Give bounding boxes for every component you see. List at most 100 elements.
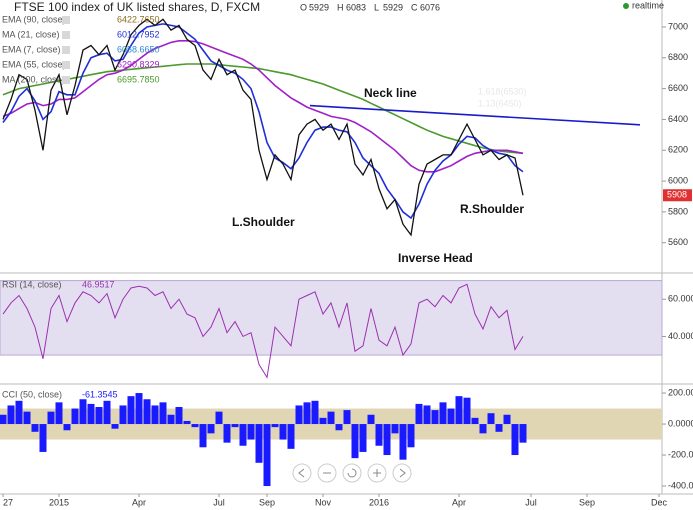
legend-value: 6012.7952	[117, 29, 160, 39]
bar	[255, 424, 263, 463]
bar	[335, 424, 343, 431]
bar	[319, 417, 327, 425]
bar	[207, 424, 215, 434]
bar	[135, 393, 143, 425]
fib-label: 1.13(6450)	[478, 98, 522, 108]
y-tick-label: 6400	[668, 114, 688, 124]
legend-swatch	[62, 31, 70, 39]
y-tick-label: 5800	[668, 206, 688, 216]
bar	[343, 410, 351, 425]
x-tick-label: 27	[3, 497, 13, 507]
ohlc-label: L	[374, 2, 379, 12]
legend-value: 6290.8329	[117, 59, 160, 69]
x-tick-label: Jul	[213, 497, 225, 507]
neckline-label: Neck line	[364, 86, 417, 100]
ma-line	[2, 23, 524, 220]
scroll-right[interactable]	[392, 463, 412, 483]
x-tick-label: Apr	[132, 497, 146, 507]
ohlc-value: 5929	[383, 2, 403, 12]
reset[interactable]	[342, 463, 362, 483]
bar	[175, 407, 183, 425]
rsi-line	[2, 283, 524, 379]
bar	[511, 424, 519, 456]
bar	[295, 405, 303, 425]
bar	[311, 400, 319, 425]
legend-name: EMA (55, close)	[2, 59, 66, 69]
indicator-value: -61.3545	[82, 389, 118, 399]
legend-value: 6695.7850	[117, 74, 160, 84]
zoom-out[interactable]	[317, 463, 337, 483]
bar	[39, 424, 47, 452]
ohlc-label: O	[300, 2, 307, 12]
ohlc-value: 6076	[420, 2, 440, 12]
y-tick-label: 6600	[668, 83, 688, 93]
bar	[47, 411, 55, 425]
x-tick-label: 2015	[49, 497, 69, 507]
bar	[479, 424, 487, 434]
bar	[303, 402, 311, 425]
x-tick-label: 2016	[369, 497, 389, 507]
y-tick-label: 6200	[668, 145, 688, 155]
legend-swatch	[62, 61, 70, 69]
bar	[199, 424, 207, 448]
bar	[399, 424, 407, 460]
bar	[287, 424, 295, 449]
indicator-title: CCI (50, close)	[2, 389, 62, 399]
ohlc-label: C	[411, 2, 418, 12]
zoom-in[interactable]	[367, 463, 387, 483]
bar	[247, 424, 255, 440]
x-tick-label: Apr	[452, 497, 466, 507]
bar	[391, 424, 399, 434]
bar	[263, 424, 271, 487]
bar	[111, 424, 119, 429]
bar	[7, 405, 15, 425]
y-tick-label: 5600	[668, 237, 688, 247]
bar	[415, 403, 423, 425]
scroll-left[interactable]	[292, 463, 312, 483]
bar	[431, 410, 439, 425]
indicator-value: 46.9517	[82, 279, 115, 289]
bar	[519, 424, 527, 443]
bar	[327, 411, 335, 425]
bar	[447, 408, 455, 425]
bar	[183, 420, 191, 425]
zoom-controls	[292, 463, 412, 483]
bar	[31, 424, 39, 432]
y-tick-label: 7000	[668, 21, 688, 31]
bar	[351, 424, 359, 459]
bar	[71, 408, 79, 425]
bar	[87, 403, 95, 425]
annotation: L.Shoulder	[232, 215, 295, 229]
ohlc-value: 6083	[346, 2, 366, 12]
legend-name: EMA (90, close)	[2, 14, 66, 24]
indicator-title: RSI (14, close)	[2, 279, 62, 289]
bar	[463, 397, 471, 425]
status-dot	[623, 3, 629, 9]
ohlc-value: 5929	[309, 2, 329, 12]
bar	[127, 396, 135, 425]
bar	[215, 411, 223, 425]
bar	[375, 424, 383, 446]
bar	[55, 402, 63, 425]
bar	[495, 424, 503, 432]
bar	[0, 414, 7, 425]
bar	[455, 396, 463, 425]
ma-line	[2, 63, 524, 155]
x-tick-label: Nov	[315, 497, 332, 507]
bar	[119, 405, 127, 425]
x-tick-label: Dec	[651, 497, 668, 507]
x-tick-label: Jul	[525, 497, 537, 507]
y-tick-label: 6800	[668, 52, 688, 62]
legend-name: MA (21, close)	[2, 29, 60, 39]
bar	[359, 424, 367, 452]
bar	[407, 424, 415, 448]
bar	[279, 424, 287, 440]
annotation: Inverse Head	[398, 251, 473, 265]
bar	[239, 424, 247, 446]
legend-swatch	[62, 76, 70, 84]
bar	[63, 424, 71, 431]
bar	[423, 405, 431, 425]
bar	[487, 413, 495, 425]
legend-swatch	[62, 46, 70, 54]
